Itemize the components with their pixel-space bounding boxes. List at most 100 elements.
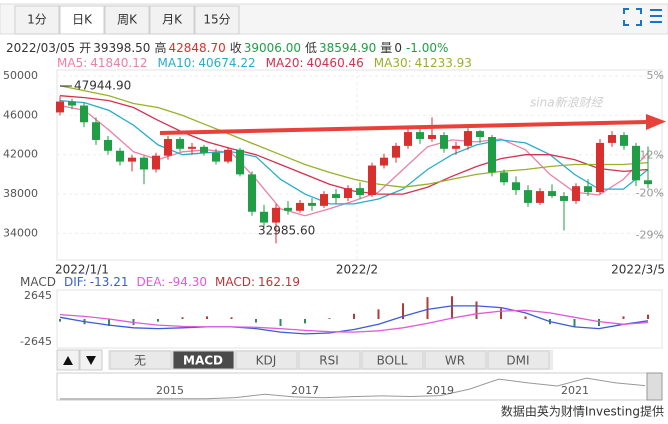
- candle-body: [404, 132, 412, 146]
- indicator-label[interactable]: MACD: [183, 354, 223, 368]
- candle-body: [500, 172, 508, 183]
- candle-body: [296, 202, 304, 211]
- navigator-year: 2021: [561, 384, 589, 397]
- legend-value: 40460.46: [307, 56, 364, 70]
- indicator-label[interactable]: WR: [445, 354, 465, 368]
- tab-label[interactable]: 15分: [203, 13, 230, 27]
- y-tick-label: 38000: [3, 187, 38, 200]
- indicator-tab[interactable]: [298, 350, 361, 370]
- legend-value: 162.19: [258, 275, 300, 289]
- candle-body: [392, 145, 400, 158]
- candle-body: [572, 186, 580, 201]
- tab-label[interactable]: 日K: [72, 13, 93, 27]
- quote-label: 高: [154, 40, 166, 55]
- indicator-tab[interactable]: [172, 350, 235, 370]
- candle-body: [344, 188, 352, 198]
- menu-icon[interactable]: [650, 9, 662, 23]
- navigator-line: [60, 377, 646, 400]
- candle-body: [200, 146, 208, 153]
- candle-body: [596, 142, 604, 193]
- date-label: 2022/2: [336, 263, 378, 277]
- candle-body: [248, 174, 256, 212]
- indicator-label[interactable]: DMI: [506, 354, 529, 368]
- candle-body: [512, 182, 520, 191]
- candle-body: [92, 122, 100, 140]
- fullscreen-icon[interactable]: [623, 8, 642, 26]
- quote-label: 低: [305, 41, 317, 55]
- legend-value: -13.21: [90, 275, 129, 289]
- quote-value: 38594.90: [319, 41, 376, 55]
- tab-label[interactable]: 1分: [27, 13, 47, 27]
- quote-date: 2022/03/05: [6, 41, 75, 55]
- legend-name: MA30:: [374, 56, 412, 70]
- candle-body: [116, 150, 124, 162]
- tab[interactable]: [59, 5, 105, 35]
- candle-body: [452, 145, 460, 149]
- candle-body: [356, 188, 364, 196]
- candle-body: [476, 131, 484, 137]
- quote-label: 开: [79, 41, 91, 55]
- tab[interactable]: [104, 5, 150, 35]
- y-tick-label: 34000: [3, 226, 38, 239]
- candle-body: [224, 149, 232, 162]
- indicator-tab[interactable]: [361, 350, 424, 370]
- candle-body: [560, 196, 568, 201]
- y2-tick-label: 5%: [647, 69, 664, 82]
- macd-frame: [56, 289, 663, 349]
- candle-body: [536, 191, 544, 203]
- indicator-label[interactable]: 无: [134, 354, 146, 368]
- candle-body: [188, 146, 196, 149]
- tab[interactable]: [149, 5, 195, 35]
- date-label: 2022/1/1: [55, 263, 109, 277]
- low-annotation: 32985.60: [258, 224, 315, 238]
- indicator-label[interactable]: RSI: [319, 354, 339, 368]
- macd-legend: MACD DIF: -13.21 DEA: -94.30 MACD: 162.19: [20, 275, 300, 289]
- date-label: 2022/3/5: [611, 263, 665, 277]
- indicator-label[interactable]: KDJ: [256, 354, 277, 368]
- tab-label[interactable]: 周K: [117, 13, 138, 27]
- candle-body: [308, 202, 316, 206]
- candle-body: [632, 145, 640, 181]
- change: -1.00%: [406, 41, 448, 55]
- candle-body: [80, 105, 88, 123]
- navigator-year: 2017: [291, 384, 319, 397]
- quote-value: 39398.50: [93, 41, 150, 55]
- trend-arrow: [159, 114, 666, 135]
- candle-body: [380, 157, 388, 166]
- legend-value: 40674.22: [198, 56, 255, 70]
- ma-line: [59, 95, 649, 195]
- candle-body: [644, 180, 652, 185]
- indicator-tab[interactable]: [235, 350, 298, 370]
- indicator-tab[interactable]: [424, 350, 487, 370]
- legend-value: 41840.12: [90, 56, 147, 70]
- legend-name: MA10:: [158, 56, 196, 70]
- tab-label[interactable]: 月K: [162, 13, 183, 27]
- candle-body: [176, 138, 184, 149]
- macd-tick-label: -2645: [20, 335, 52, 348]
- indicator-tab[interactable]: [109, 350, 172, 370]
- candle-body: [128, 157, 136, 162]
- ma-legend: MA5: 41840.12 MA10: 40674.22 MA20: 40460.46 MA…: [57, 56, 472, 70]
- data-credit: 数据由英为财情Investing提供: [501, 404, 664, 419]
- macd-tick-label: 2645: [24, 289, 52, 302]
- tab[interactable]: [194, 5, 240, 35]
- up-icon[interactable]: [63, 356, 73, 365]
- macd-title: MACD: [20, 275, 56, 289]
- candle-body: [284, 207, 292, 211]
- quote-label: 量: [380, 41, 392, 55]
- quote-label: 收: [230, 41, 242, 55]
- quote-line: 2022/03/05 开 39398.50 高 42848.70 收 39006.00 低 38…: [6, 40, 448, 55]
- navigator-handle[interactable]: [646, 372, 663, 401]
- indicator-tab[interactable]: [487, 350, 550, 370]
- candle-body: [440, 135, 448, 149]
- candle-body: [272, 207, 280, 223]
- legend-name: DEA:: [136, 275, 165, 289]
- candle-body: [524, 190, 532, 203]
- down-icon[interactable]: [86, 356, 96, 365]
- tab[interactable]: [14, 5, 60, 35]
- candle-body: [368, 165, 376, 196]
- navigator-year: 2019: [426, 384, 454, 397]
- candle-body: [584, 186, 592, 193]
- indicator-label[interactable]: BOLL: [377, 354, 408, 368]
